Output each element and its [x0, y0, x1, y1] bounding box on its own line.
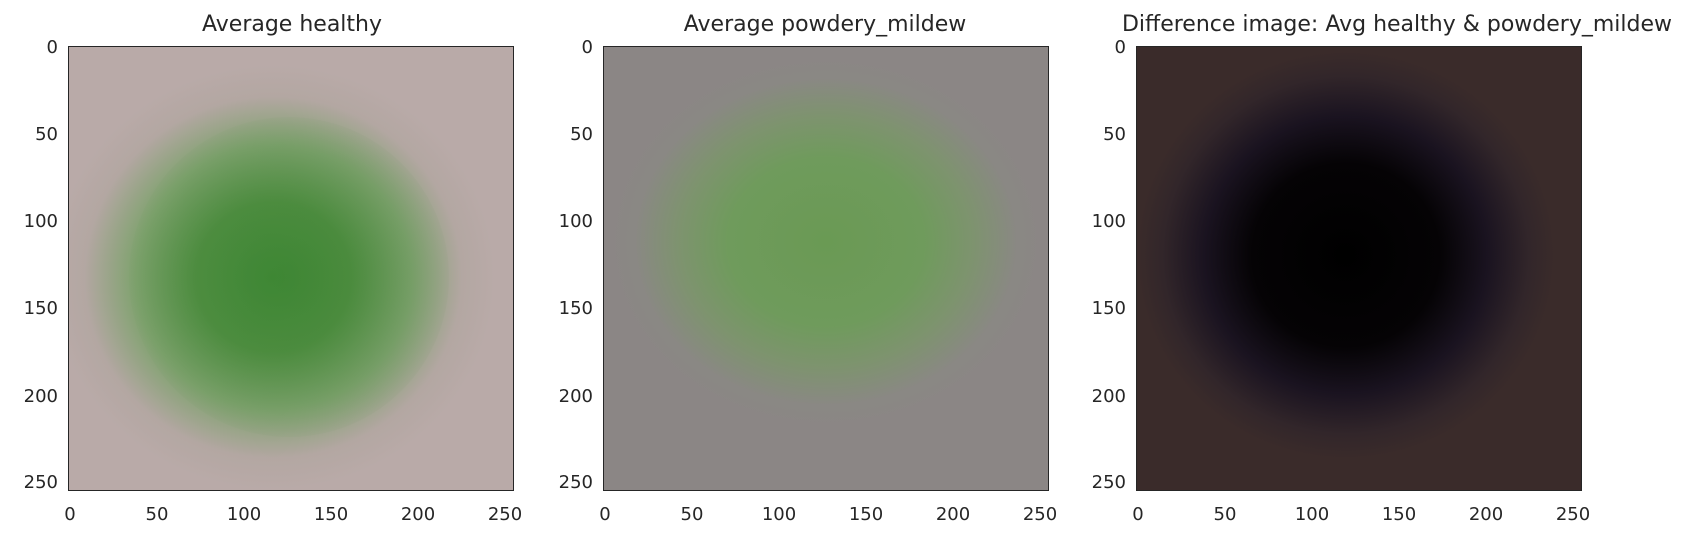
y-tick: 250 [23, 472, 58, 493]
y-tick: 250 [558, 472, 593, 493]
panel-title: Average healthy [202, 12, 382, 37]
y-tick: 0 [46, 37, 58, 58]
panel-title: Difference image: Avg healthy & powdery_… [1121, 12, 1673, 37]
y-tick: 50 [1103, 124, 1126, 145]
y-tick: 100 [558, 211, 593, 232]
x-tick: 100 [1294, 504, 1330, 525]
y-tick: 250 [1091, 472, 1126, 493]
leaf-shadow [129, 117, 449, 437]
y-tick: 0 [581, 37, 593, 58]
x-tick: 200 [1468, 504, 1504, 525]
x-tick: 0 [1132, 504, 1144, 525]
y-tick: 150 [1091, 298, 1126, 319]
y-tick: 100 [1091, 211, 1126, 232]
y-tick: 50 [35, 124, 58, 145]
x-tick: 250 [1022, 504, 1058, 525]
x-tick: 50 [1213, 504, 1237, 525]
panel-title: Average powdery_mildew [683, 12, 967, 37]
y-tick: 150 [558, 298, 593, 319]
x-tick: 0 [64, 504, 76, 525]
y-tick: 150 [23, 298, 58, 319]
y-tick: 50 [570, 124, 593, 145]
image-average-healthy [68, 46, 514, 491]
image-average-powdery-mildew [603, 46, 1049, 491]
y-tick: 200 [1091, 386, 1126, 407]
y-tick: 200 [558, 386, 593, 407]
x-tick: 150 [848, 504, 884, 525]
x-tick: 200 [400, 504, 436, 525]
y-tick: 0 [1114, 37, 1126, 58]
x-tick: 100 [761, 504, 797, 525]
image-difference [1136, 46, 1582, 491]
y-tick: 100 [23, 211, 58, 232]
panel-average-healthy: Average healthy 0 50 100 150 200 250 0 5… [0, 0, 560, 540]
panel-difference-image: Difference image: Avg healthy & powdery_… [1067, 0, 1672, 540]
panel-average-powdery-mildew: Average powdery_mildew 0 50 100 150 200 … [534, 0, 1094, 540]
x-tick: 50 [680, 504, 704, 525]
x-tick: 250 [1555, 504, 1591, 525]
x-tick: 150 [313, 504, 349, 525]
x-tick: 150 [1381, 504, 1417, 525]
y-tick: 200 [23, 386, 58, 407]
x-tick: 250 [487, 504, 523, 525]
x-tick: 50 [145, 504, 169, 525]
x-tick: 0 [599, 504, 611, 525]
x-tick: 100 [226, 504, 262, 525]
x-tick: 200 [935, 504, 971, 525]
